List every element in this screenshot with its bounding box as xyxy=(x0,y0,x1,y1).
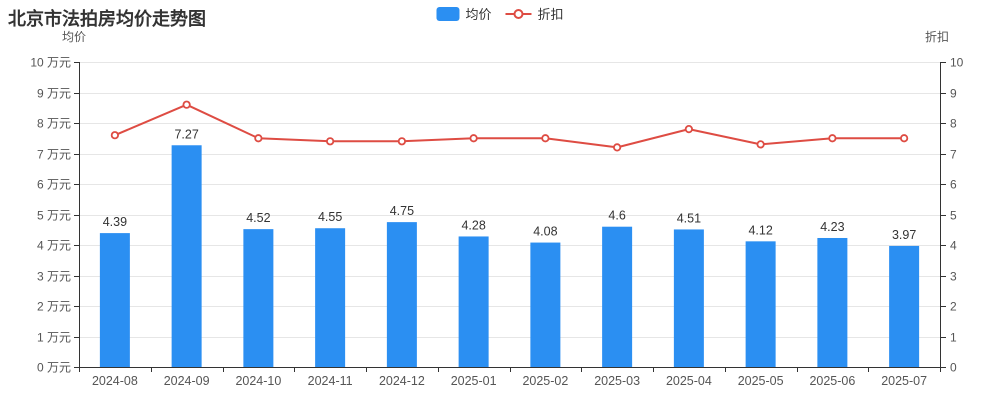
line-point-2024-12[interactable] xyxy=(397,137,406,146)
line-point-2025-04[interactable] xyxy=(684,125,693,134)
x-axis-label: 2025-01 xyxy=(451,374,497,388)
x-axis-label: 2025-03 xyxy=(594,374,640,388)
bar-2024-08[interactable] xyxy=(99,233,130,367)
left-axis-tick-label: 5 万元 xyxy=(37,209,71,223)
discount-line xyxy=(114,103,905,149)
right-axis-tick-label: 8 xyxy=(950,117,957,131)
right-axis-tick-label: 9 xyxy=(950,87,957,101)
left-axis-tick-label: 8 万元 xyxy=(37,117,71,131)
legend-item-discount[interactable]: 折扣 xyxy=(505,4,564,23)
left-axis-tick-label: 2 万元 xyxy=(37,300,71,314)
left-axis-tick-label: 3 万元 xyxy=(37,270,71,284)
discount-legend-marker xyxy=(505,7,532,21)
bar-2024-12[interactable] xyxy=(386,222,417,367)
x-axis-label: 2024-10 xyxy=(235,374,281,388)
left-axis-tick-label: 6 万元 xyxy=(37,178,71,192)
bar-value-label: 7.27 xyxy=(174,127,198,141)
legend: 均价 折扣 xyxy=(436,4,564,23)
x-axis-label: 2025-07 xyxy=(881,374,927,388)
x-axis-label: 2024-12 xyxy=(379,374,425,388)
bar-2025-02[interactable] xyxy=(530,242,561,367)
right-axis-tick-label: 7 xyxy=(950,148,957,162)
left-axis-tick-label: 4 万元 xyxy=(37,239,71,253)
bar-value-label: 4.28 xyxy=(461,218,485,232)
left-axis-tick-label: 10 万元 xyxy=(30,56,71,70)
bar-value-label: 4.08 xyxy=(533,225,557,239)
x-axis-label: 2024-09 xyxy=(164,374,210,388)
bar-2024-10[interactable] xyxy=(243,229,274,367)
right-axis-tick-label: 0 xyxy=(950,361,957,375)
right-axis-tick-label: 2 xyxy=(950,300,957,314)
right-axis-tick-label: 4 xyxy=(950,239,957,253)
x-axis-label: 2025-05 xyxy=(738,374,784,388)
bar-2024-11[interactable] xyxy=(315,228,346,367)
line-point-2025-05[interactable] xyxy=(756,140,765,149)
bar-2025-03[interactable] xyxy=(602,226,633,367)
bar-2025-04[interactable] xyxy=(673,229,704,367)
left-axis-name: 均价 xyxy=(62,30,87,44)
x-axis-label: 2025-02 xyxy=(522,374,568,388)
line-point-2025-02[interactable] xyxy=(541,134,550,143)
line-point-2024-09[interactable] xyxy=(182,100,191,109)
price-legend-label: 均价 xyxy=(465,7,492,22)
left-axis-tick-label: 0 万元 xyxy=(37,361,71,375)
line-point-2024-11[interactable] xyxy=(326,137,335,146)
x-axis-label: 2024-11 xyxy=(308,374,353,388)
discount-legend-label: 折扣 xyxy=(537,7,564,22)
bar-value-label: 4.39 xyxy=(103,215,127,229)
bar-value-label: 4.51 xyxy=(677,211,701,225)
bar-value-label: 4.75 xyxy=(390,204,414,218)
price-legend-swatch xyxy=(436,6,460,21)
bar-value-label: 4.12 xyxy=(748,223,772,237)
legend-item-price[interactable]: 均价 xyxy=(436,4,492,23)
chart-title: 北京市法拍房均价走势图 xyxy=(8,9,206,29)
x-axis-label: 2025-04 xyxy=(666,374,712,388)
right-axis-tick-label: 6 xyxy=(950,178,957,192)
x-axis-label: 2025-06 xyxy=(809,374,855,388)
line-point-2025-01[interactable] xyxy=(469,134,478,143)
line-point-2024-08[interactable] xyxy=(110,131,119,140)
right-axis-tick-label: 1 xyxy=(950,331,957,345)
left-axis-tick-label: 1 万元 xyxy=(37,331,71,345)
right-axis-tick-label: 10 xyxy=(950,56,964,70)
right-axis-name: 折扣 xyxy=(925,30,950,44)
bar-2024-09[interactable] xyxy=(171,145,202,367)
line-point-2025-03[interactable] xyxy=(613,143,622,152)
bar-2025-07[interactable] xyxy=(889,245,920,367)
line-point-2025-06[interactable] xyxy=(828,134,837,143)
line-point-2024-10[interactable] xyxy=(254,134,263,143)
line-point-2025-07[interactable] xyxy=(900,134,909,143)
bar-2025-05[interactable] xyxy=(745,241,776,367)
circle-icon xyxy=(513,8,524,19)
bar-value-label: 4.6 xyxy=(608,209,625,223)
right-axis-tick-label: 5 xyxy=(950,209,957,223)
right-axis-tick-label: 3 xyxy=(950,270,957,284)
bar-value-label: 4.23 xyxy=(820,220,844,234)
bar-value-label: 3.97 xyxy=(892,228,916,242)
x-axis-label: 2024-08 xyxy=(92,374,138,388)
bar-value-label: 4.55 xyxy=(318,210,342,224)
bar-2025-01[interactable] xyxy=(458,236,489,367)
bar-value-label: 4.52 xyxy=(246,211,270,225)
bar-2025-06[interactable] xyxy=(817,237,848,367)
left-axis-tick-label: 7 万元 xyxy=(37,148,71,162)
left-axis-tick-label: 9 万元 xyxy=(37,87,71,101)
